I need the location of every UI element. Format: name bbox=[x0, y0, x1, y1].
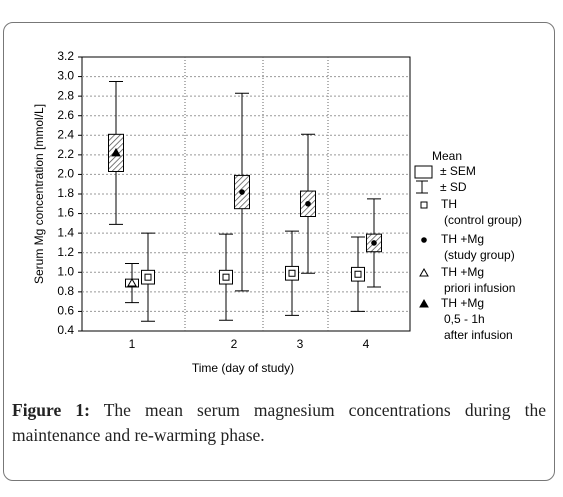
legend-label: TH +Mg 0,5 - 1h after infusion bbox=[441, 296, 513, 342]
y-tick-label: 2.8 bbox=[57, 88, 74, 102]
x-tick-label: 3 bbox=[297, 337, 304, 351]
legend-marker bbox=[421, 237, 427, 243]
x-axis-title: Time (day of study) bbox=[192, 361, 294, 375]
legend-marker bbox=[419, 267, 429, 277]
x-tick-label: 4 bbox=[363, 337, 370, 351]
legend-label: TH (control group) bbox=[441, 197, 522, 227]
mean-marker bbox=[111, 147, 121, 157]
mean-marker bbox=[239, 189, 245, 195]
legend-label: TH +Mg (study group) bbox=[441, 232, 515, 262]
legend-label: TH +Mg priori infusion bbox=[441, 265, 515, 295]
y-tick-label: 2.6 bbox=[57, 108, 74, 122]
mean-marker bbox=[354, 270, 362, 278]
caption: Figure 1: The mean serum magnesium conce… bbox=[12, 398, 546, 448]
legend-marker bbox=[420, 201, 428, 209]
x-tick-label: 2 bbox=[231, 337, 238, 351]
y-axis-title: Serum Mg concentration [mmol/L] bbox=[32, 104, 46, 284]
y-tick-label: 0.8 bbox=[57, 284, 74, 298]
legend-marker bbox=[419, 298, 429, 308]
y-tick-label: 2.2 bbox=[57, 147, 74, 161]
legend-sd-symbol bbox=[416, 180, 428, 194]
y-tick-label: 1.4 bbox=[57, 225, 74, 239]
y-tick-label: 0.6 bbox=[57, 304, 74, 318]
legend-sem: ± SEM bbox=[440, 164, 476, 178]
caption-text: The mean serum magnesium concentrations … bbox=[12, 400, 546, 445]
y-tick-label: 2.0 bbox=[57, 167, 74, 181]
mean-marker bbox=[127, 278, 137, 287]
legend-sd: ± SD bbox=[440, 180, 467, 194]
y-tick-label: 2.4 bbox=[57, 127, 74, 141]
y-tick-label: 1.8 bbox=[57, 186, 74, 200]
legend-sem-symbol bbox=[414, 165, 433, 179]
chart: Serum Mg concentration [mmol/L] Time (da… bbox=[32, 49, 522, 375]
x-tick-label: 1 bbox=[129, 337, 136, 351]
y-tick-label: 0.4 bbox=[57, 323, 74, 337]
y-tick-label: 1.6 bbox=[57, 206, 74, 220]
mean-marker bbox=[222, 273, 230, 281]
y-tick-label: 3.0 bbox=[57, 69, 74, 83]
figure-border bbox=[3, 22, 555, 481]
mean-marker bbox=[305, 200, 311, 207]
legend-title: Mean bbox=[432, 149, 462, 163]
mean-marker bbox=[288, 269, 296, 277]
mean-marker bbox=[144, 273, 152, 281]
mean-marker bbox=[371, 240, 377, 246]
caption-label: Figure 1: bbox=[12, 400, 90, 420]
y-tick-label: 1.0 bbox=[57, 264, 74, 278]
y-tick-label: 3.2 bbox=[57, 49, 74, 63]
y-tick-label: 1.2 bbox=[57, 245, 74, 259]
